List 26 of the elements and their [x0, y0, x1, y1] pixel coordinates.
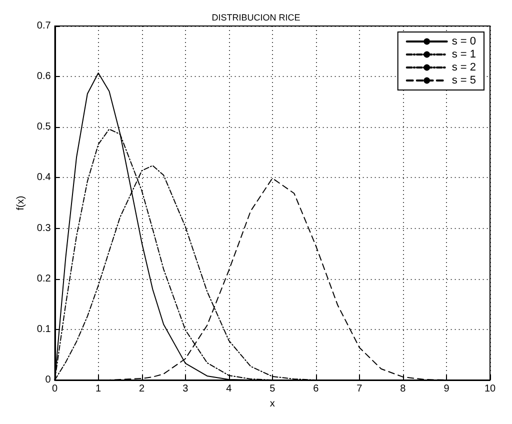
x-tick-label: 2	[139, 384, 146, 394]
legend-label: s = 0	[452, 36, 476, 48]
x-tick-label: 7	[356, 384, 363, 394]
legend-label: s = 1	[452, 48, 476, 60]
x-tick-label: 3	[182, 384, 189, 394]
x-tick-label: 10	[484, 384, 496, 394]
x-tick-label: 9	[444, 384, 450, 394]
y-tick-label: 0.3	[36, 222, 52, 234]
x-tick-label: 0	[52, 384, 58, 394]
y-tick-label: 0.5	[36, 122, 52, 133]
x-axis-title: x	[270, 398, 275, 410]
y-tick-label: 0.1	[36, 324, 52, 335]
x-tick-label: 8	[400, 384, 406, 394]
y-tick-label: 0	[45, 374, 52, 386]
y-tick-label: 0.4	[36, 172, 52, 184]
x-tick-label: 6	[313, 384, 320, 394]
legend-label: s = 5	[452, 74, 476, 86]
chart-title: DISTRIBUCION RICE	[212, 12, 300, 22]
y-tick-label: 0.6	[36, 71, 52, 82]
y-axis-title: f(x)	[16, 196, 26, 210]
x-tick-label: 4	[226, 384, 232, 394]
y-tick-label: 0.7	[36, 20, 52, 32]
x-tick-label: 1	[96, 384, 102, 394]
legend-label: s = 2	[452, 62, 476, 74]
y-tick-label: 0.2	[36, 273, 52, 284]
x-tick-label: 5	[270, 384, 276, 394]
